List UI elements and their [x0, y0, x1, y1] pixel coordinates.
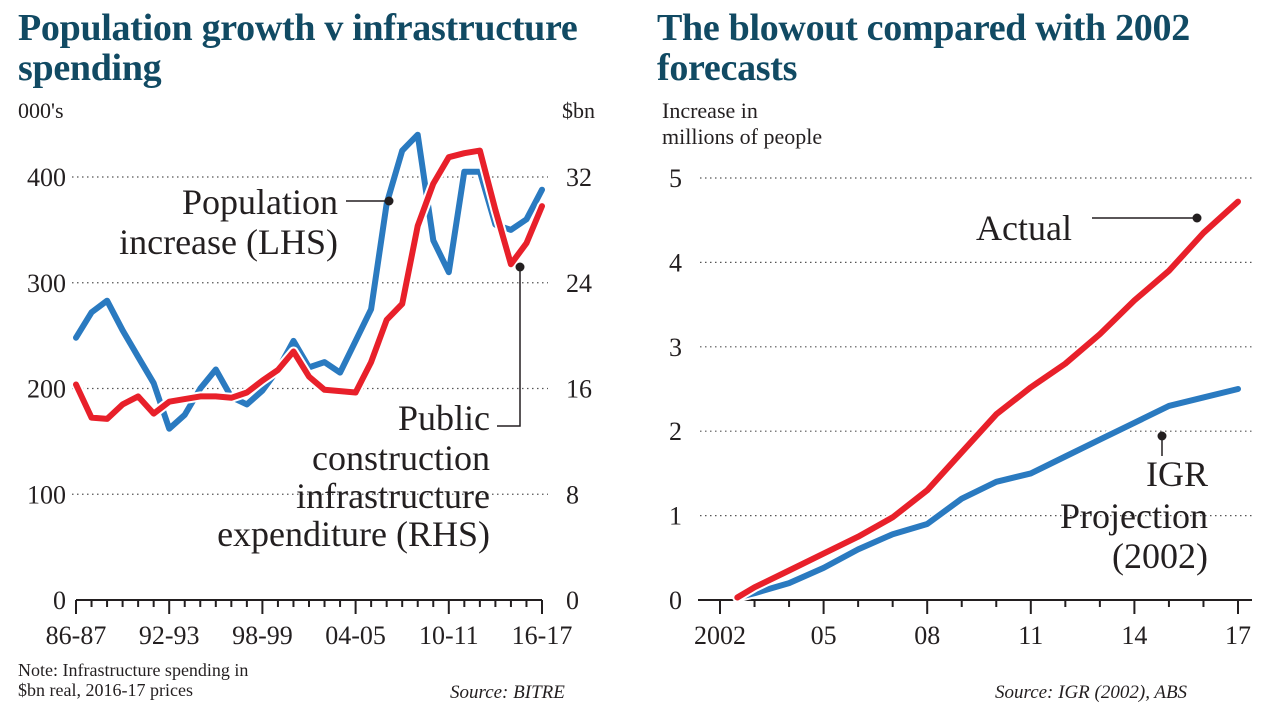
right-y-tick-label: 5: [669, 164, 682, 193]
population-annotation-label: increase (LHS): [119, 222, 338, 262]
left-axis-unit: 000's: [18, 98, 64, 123]
igr-leader-dot: [1157, 431, 1167, 441]
right-chart-ylabel-line: Increase in: [662, 98, 758, 123]
actual-annotation-label: Actual: [976, 208, 1072, 248]
chart-note-line: $bn real, 2016-17 prices: [18, 680, 193, 700]
right-y-tick-label: 8: [566, 480, 579, 509]
right-y-tick-label: 32: [566, 163, 592, 192]
population-leader-dot: [384, 196, 394, 206]
expenditure-annotation-label: construction: [312, 438, 490, 478]
igr-annotation-label: (2002): [1112, 536, 1208, 576]
population-annotation-label: Population: [182, 182, 338, 222]
left-x-tick-label: 04-05: [325, 621, 386, 650]
right-axis-unit: $bn: [562, 98, 595, 123]
right-chart-title: The blowout compared with 2002 forecasts: [657, 7, 1190, 89]
right-y-tick-label: 4: [669, 248, 682, 277]
right-y-tick-label: 24: [566, 269, 592, 298]
right-chart-plot: 0 1 2 3 4 5 2002 05 08 11 14 17 Actual IGRProjection(…: [669, 164, 1252, 650]
left-chart-source: Source: BITRE: [450, 682, 565, 703]
right-chart-ylabel: Increase in millions of people: [662, 98, 822, 150]
right-y-tick-label: 3: [669, 333, 682, 362]
population-increase-line: [73, 131, 545, 432]
right-chart-source: Source: IGR (2002), ABS: [995, 682, 1188, 703]
right-x-tick-label: 05: [811, 621, 837, 650]
left-x-tick-label: 98-99: [232, 621, 293, 650]
right-x-tick-label: 14: [1121, 621, 1147, 650]
left-x-tick-label: 86-87: [46, 621, 107, 650]
igr-annotation-label: IGR: [1146, 454, 1208, 494]
left-y-tick-label: 400: [27, 163, 66, 192]
right-y-tick-label: 1: [669, 502, 682, 531]
left-y-tick-label: 200: [27, 375, 66, 404]
expenditure-annotation-label: Public: [398, 398, 490, 438]
expenditure-annotation-label: infrastructure: [296, 476, 490, 516]
infrastructure-expenditure-line: [73, 147, 545, 422]
chart-note: Note: Infrastructure spending in $bn rea…: [18, 660, 248, 700]
igr-projection-line: [734, 386, 1241, 601]
right-x-tick-label: 08: [914, 621, 940, 650]
population-increase-line-halo: [71, 129, 547, 434]
right-chart-panel: The blowout compared with 2002 forecasts…: [640, 0, 1280, 720]
igr-annotation-label: Projection: [1060, 496, 1208, 536]
right-y-tick-label: 2: [669, 417, 682, 446]
left-x-tick-label: 92-93: [139, 621, 200, 650]
left-x-tick-label: 10-11: [419, 621, 479, 650]
right-chart-ylabel-line: millions of people: [662, 124, 823, 149]
expenditure-leader-dot: [515, 262, 525, 272]
left-chart-panel: Population growth v infrastructure spend…: [0, 0, 620, 720]
left-chart-plot: 0 100 200 300 400 0 8 16 24 32 86-87 92-93 98-99 04-0…: [27, 129, 592, 650]
right-x-tick-label: 11: [1018, 621, 1043, 650]
right-y-tick-label: 0: [566, 586, 579, 615]
actual-line: [734, 198, 1241, 601]
right-y-tick-label: 0: [669, 586, 682, 615]
left-chart-title: Population growth v infrastructure spend…: [18, 7, 578, 89]
chart-note-line: Note: Infrastructure spending in: [18, 660, 249, 680]
left-x-tick-label: 16-17: [512, 621, 573, 650]
right-x-tick-label: 2002: [694, 621, 746, 650]
left-y-tick-label: 300: [27, 269, 66, 298]
left-y-tick-label: 0: [53, 586, 66, 615]
expenditure-leader-line: [497, 268, 521, 427]
right-x-tick-label: 17: [1225, 621, 1251, 650]
actual-leader-dot: [1192, 213, 1202, 223]
right-y-tick-label: 16: [566, 375, 592, 404]
expenditure-annotation-label: expenditure (RHS): [217, 514, 490, 554]
left-y-tick-label: 100: [27, 480, 66, 509]
